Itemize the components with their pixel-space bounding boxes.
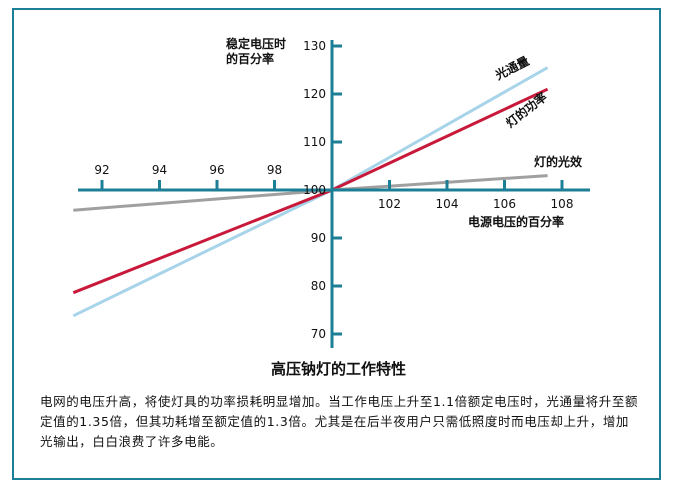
- y-tick-label-70: 70: [311, 327, 326, 341]
- series-label-luminous-efficacy: 灯的光效: [534, 154, 583, 169]
- y-tick-label-120: 120: [303, 87, 326, 101]
- x-tick-label-94: 94: [152, 163, 167, 177]
- x-tick-label-108: 108: [551, 197, 574, 211]
- x-tick-label-92: 92: [94, 163, 109, 177]
- x-tick-label-106: 106: [493, 197, 516, 211]
- y-tick-label-130: 130: [303, 39, 326, 53]
- figure-frame: [12, 8, 661, 480]
- x-tick-label-98: 98: [267, 163, 282, 177]
- y-tick-label-80: 80: [311, 279, 326, 293]
- y-axis-title-line-2: 的百分率: [226, 51, 274, 66]
- caption-body: 电网的电压升高，将使灯具的功率损耗明显增加。当工作电压上升至1.1倍额定电压时，…: [40, 394, 639, 449]
- y-tick-label-110: 110: [303, 135, 326, 149]
- y-axis-title-line-1: 稳定电压时: [226, 36, 286, 51]
- y-tick-label-100: 100: [303, 183, 326, 197]
- chart-svg: 92 94 96 98 102 104 106 108 100 110 120 130 70 80 90 稳定…: [72, 36, 590, 348]
- x-tick-label-96: 96: [209, 163, 224, 177]
- chart-title: 高压钠灯的工作特性: [270, 360, 406, 378]
- series-label-lamp-power: 灯的功率: [503, 89, 550, 130]
- x-tick-label-104: 104: [436, 197, 459, 211]
- y-tick-label-90: 90: [311, 231, 326, 245]
- x-axis-title: 电源电压的百分率: [468, 214, 564, 229]
- x-tick-label-102: 102: [378, 197, 401, 211]
- axis-layer: [78, 40, 590, 348]
